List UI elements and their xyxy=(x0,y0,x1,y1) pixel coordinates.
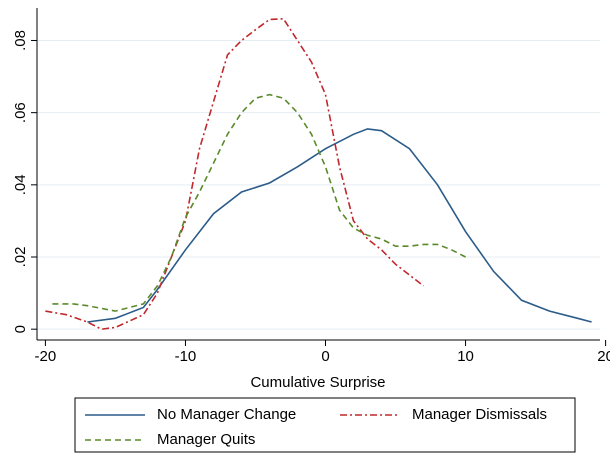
y-tick-label: .02 xyxy=(12,247,29,268)
legend-label: No Manager Change xyxy=(157,406,296,423)
x-tick-label: 10 xyxy=(457,348,474,365)
x-tick-label: -10 xyxy=(175,348,197,365)
y-tick-label: .06 xyxy=(12,102,29,123)
line xyxy=(52,93,466,312)
x-tick-label: 0 xyxy=(321,348,329,365)
line xyxy=(45,17,424,331)
x-axis-label: Cumulative Surprise xyxy=(250,374,385,391)
line xyxy=(87,128,592,323)
legend-label: Manager Quits xyxy=(157,431,255,448)
legend-box xyxy=(74,397,576,453)
x-tick-label: 20 xyxy=(597,348,610,365)
x-tick-label: -20 xyxy=(35,348,57,365)
y-tick-label: 0 xyxy=(12,325,29,333)
legend-label: Manager Dismissals xyxy=(412,406,547,423)
y-tick-label: .08 xyxy=(12,30,29,51)
y-tick-label: .04 xyxy=(12,174,29,195)
